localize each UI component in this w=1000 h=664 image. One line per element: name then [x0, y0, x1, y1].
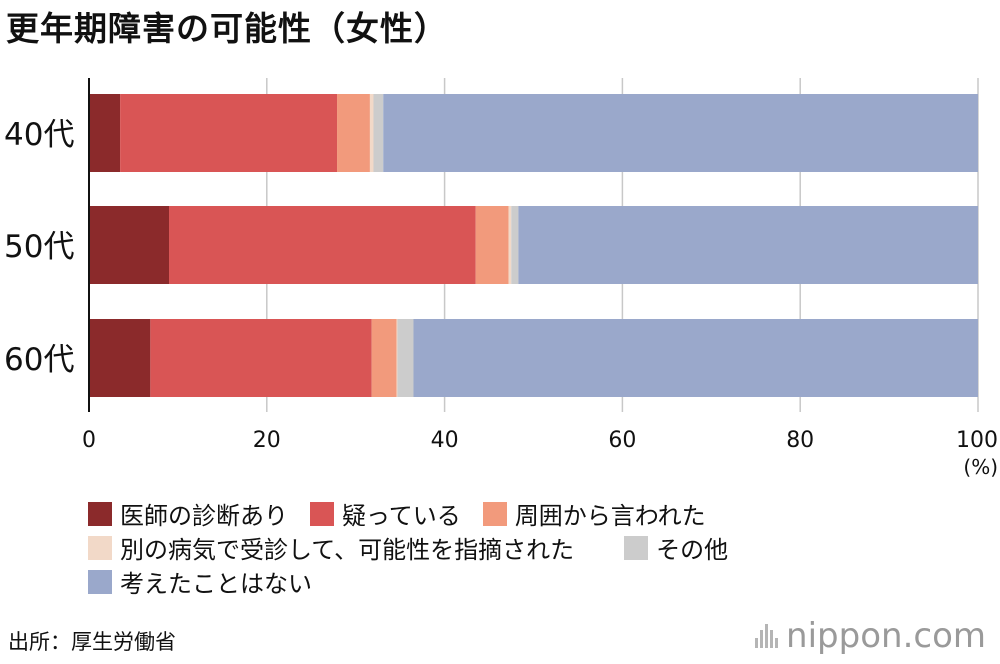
stacked-bar-chart: 40代 50代 60代 0 20 40 60 80 100(%) [4, 78, 998, 479]
legend-swatch-other-disease [88, 535, 112, 560]
legend-label-other-disease: 別の病気で受診して、可能性を指摘された [120, 536, 575, 564]
bar-1-series-6 [383, 94, 978, 172]
legend-label-doctor: 医師の診断あり [120, 502, 288, 530]
bar-3-series-4 [396, 319, 398, 397]
x-tick-label-20: 20 [253, 428, 281, 453]
bar-3-series-6 [413, 319, 978, 397]
legend-item-doctor: 医師の診断あり [88, 496, 288, 531]
x-tick-label-60: 60 [608, 428, 636, 453]
bar-1-series-4 [369, 94, 374, 172]
brand-name: nippon [786, 616, 903, 656]
legend-swatch-other [624, 535, 649, 560]
legend-label-never: 考えたことはない [120, 570, 312, 598]
bar-1-series-5 [373, 94, 384, 172]
bar-3-series-3 [371, 319, 397, 397]
legend-swatch-told [482, 501, 507, 526]
legend-item-other-disease: 別の病気で受診して、可能性を指摘された [88, 530, 574, 565]
x-tick-label-100: 100 [956, 428, 998, 453]
nippon-logo: nippon .com [755, 616, 986, 656]
bar-2-series-1 [89, 206, 170, 284]
legend-label-told: 周囲から言われた [514, 502, 706, 530]
legend-swatch-suspect [310, 501, 334, 526]
signal-icon [755, 624, 780, 648]
bar-3-series-2 [150, 319, 372, 397]
bar-2-series-2 [169, 206, 476, 284]
legend-item-suspect: 疑っている [310, 496, 461, 531]
chart-title: 更年期障害の可能性（女性） [6, 9, 448, 48]
bar-2-series-4 [508, 206, 512, 284]
category-label-2: 50代 [4, 229, 74, 265]
legend-swatch-never [88, 569, 112, 594]
legend-row-2: 別の病気で受診して、可能性を指摘された その他 [88, 530, 750, 565]
bar-3-series-5 [397, 319, 414, 397]
category-label-3: 60代 [4, 342, 74, 378]
bar-2-series-3 [475, 206, 509, 284]
legend-item-told: 周囲から言われた [482, 496, 706, 531]
legend-label-suspect: 疑っている [342, 502, 461, 530]
legend-label-other: その他 [656, 536, 729, 564]
bar-1-series-2 [120, 94, 338, 172]
source-note: 出所：厚生労働省 [8, 630, 176, 654]
x-axis-unit: (%) [963, 455, 998, 479]
x-tick-label-0: 0 [82, 428, 96, 453]
legend-item-never: 考えたことはない [88, 564, 312, 599]
legend-swatch-doctor [88, 501, 112, 526]
legend-row-3: 考えたことはない [88, 564, 334, 599]
bar-1-series-3 [337, 94, 370, 172]
x-tick-label-80: 80 [786, 428, 814, 453]
legend-item-other: その他 [624, 530, 728, 565]
bar-2-series-6 [518, 206, 978, 284]
bar-3-series-1 [89, 319, 151, 397]
category-label-1: 40代 [4, 117, 74, 153]
legend-row-1: 医師の診断あり 疑っている 周囲から言われた [88, 496, 728, 531]
bar-2-series-5 [511, 206, 519, 284]
bar-1-series-1 [89, 94, 121, 172]
brand-suffix: .com [902, 616, 986, 656]
x-tick-label-40: 40 [431, 428, 459, 453]
